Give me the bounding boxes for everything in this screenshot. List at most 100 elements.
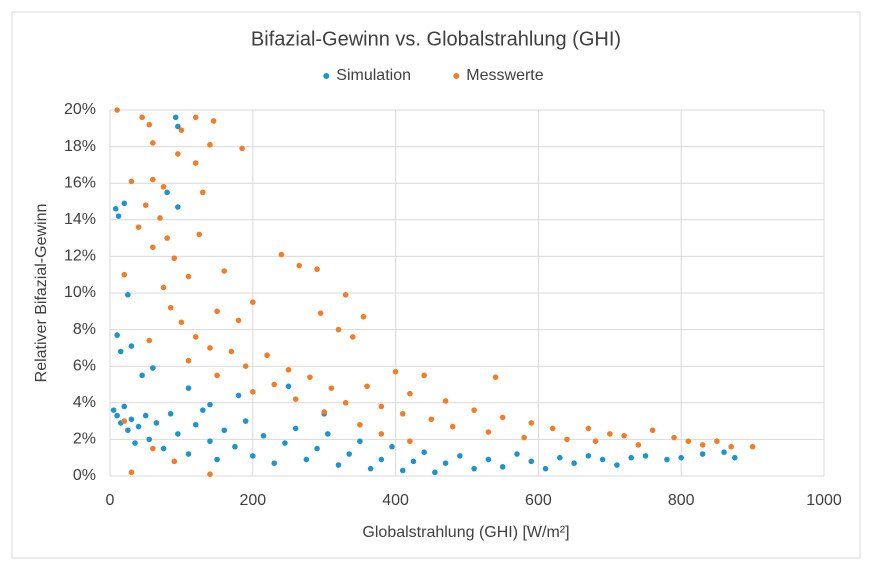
data-point — [146, 121, 153, 128]
data-point — [221, 268, 228, 274]
data-point — [114, 332, 120, 338]
data-point — [214, 372, 220, 379]
data-point — [421, 449, 427, 456]
legend: Simulation Messwerte — [323, 67, 544, 84]
data-point — [342, 400, 349, 406]
data-point — [110, 407, 117, 413]
data-point — [442, 460, 449, 466]
data-point — [207, 141, 213, 148]
data-point — [317, 310, 324, 316]
data-point — [167, 410, 174, 417]
data-point — [175, 123, 181, 130]
data-point — [303, 456, 310, 463]
data-point — [357, 421, 363, 428]
data-point — [285, 383, 292, 390]
data-point — [499, 464, 506, 470]
data-point — [250, 453, 256, 459]
data-point — [167, 304, 174, 311]
data-point — [117, 348, 124, 355]
data-point — [485, 429, 492, 435]
data-point — [528, 458, 535, 465]
data-point — [235, 392, 242, 399]
data-point — [271, 460, 278, 466]
data-point — [314, 445, 320, 452]
data-point — [115, 213, 122, 219]
data-point — [324, 431, 331, 437]
data-point — [642, 453, 649, 459]
data-point — [164, 235, 170, 241]
data-point — [514, 451, 520, 457]
data-point — [114, 107, 120, 113]
x-tick-label: 1000 — [806, 492, 842, 509]
data-point — [671, 434, 677, 441]
data-point — [132, 440, 138, 446]
data-point — [457, 453, 463, 459]
data-point — [364, 383, 370, 390]
data-point — [121, 418, 128, 424]
data-point — [207, 471, 213, 477]
chart-frame — [11, 11, 861, 559]
data-point — [175, 431, 181, 437]
data-point — [178, 319, 185, 326]
data-point — [150, 365, 156, 371]
data-point — [664, 456, 670, 463]
data-point — [399, 467, 406, 474]
data-point — [471, 465, 477, 472]
data-point — [171, 255, 178, 262]
data-point — [157, 215, 163, 221]
data-point — [557, 454, 563, 461]
data-point — [357, 438, 363, 445]
y-axis-title: Relativer Bifazial-Gewinn — [33, 204, 50, 383]
data-point — [200, 189, 206, 196]
data-point — [485, 456, 492, 463]
data-point — [421, 372, 427, 379]
data-point — [635, 442, 642, 448]
data-point — [135, 224, 142, 230]
data-point — [410, 458, 417, 465]
data-point — [207, 438, 213, 445]
data-point — [214, 308, 220, 315]
data-point — [214, 456, 220, 463]
data-point — [499, 414, 506, 421]
data-point — [649, 427, 656, 434]
data-point — [250, 299, 256, 305]
y-tick-label: 20% — [64, 101, 96, 118]
data-point — [471, 407, 477, 413]
data-point — [239, 145, 245, 152]
data-point — [592, 438, 599, 445]
data-point — [528, 420, 535, 426]
data-point — [685, 438, 692, 445]
data-point — [314, 266, 320, 273]
y-tick-label: 0% — [73, 467, 96, 484]
data-point — [571, 460, 577, 466]
data-point — [292, 425, 299, 432]
data-point — [342, 292, 349, 298]
data-point — [146, 337, 153, 344]
data-point — [153, 420, 160, 426]
x-tick-label: 200 — [239, 492, 266, 509]
data-point — [521, 434, 527, 441]
data-point — [112, 206, 119, 212]
data-point — [235, 317, 242, 324]
data-point — [221, 427, 228, 434]
data-point — [178, 127, 185, 133]
data-point — [150, 140, 156, 146]
data-point — [192, 334, 199, 340]
data-point — [121, 200, 128, 207]
y-tick-label: 2% — [73, 431, 96, 448]
data-point — [335, 326, 342, 333]
data-point — [599, 456, 606, 463]
y-tick-label: 6% — [73, 357, 96, 374]
data-point — [328, 385, 335, 391]
x-tick-label: 800 — [668, 492, 695, 509]
data-point — [285, 367, 292, 373]
data-point — [175, 151, 181, 157]
data-point — [192, 421, 199, 428]
data-point — [150, 445, 156, 452]
data-point — [192, 114, 199, 121]
data-point — [121, 403, 128, 410]
data-point — [139, 114, 145, 121]
data-point — [346, 451, 352, 457]
data-point — [160, 284, 167, 291]
